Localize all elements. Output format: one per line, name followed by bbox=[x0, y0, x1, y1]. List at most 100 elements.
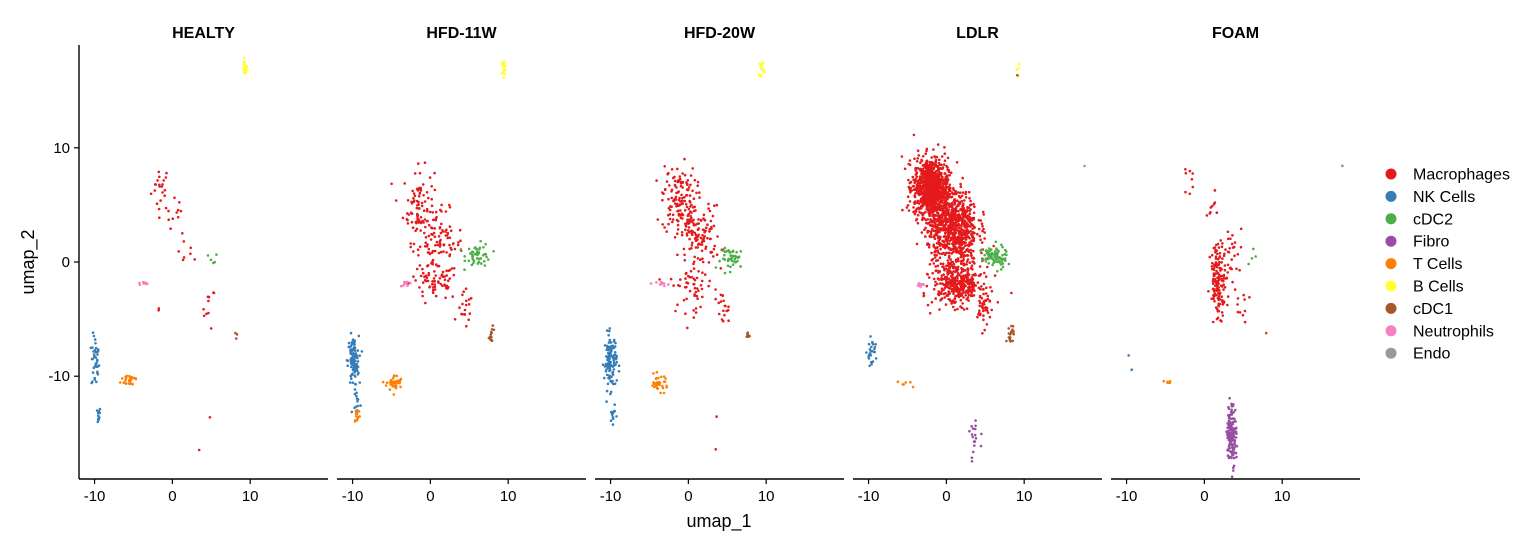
data-point bbox=[1212, 268, 1216, 272]
data-point bbox=[464, 303, 468, 307]
data-point bbox=[668, 217, 672, 221]
data-point bbox=[678, 203, 681, 207]
data-point bbox=[943, 296, 946, 299]
data-point bbox=[473, 246, 477, 250]
data-point bbox=[489, 333, 493, 336]
data-point bbox=[956, 249, 960, 253]
data-point bbox=[1247, 262, 1250, 266]
data-point bbox=[164, 206, 168, 210]
data-point bbox=[440, 274, 444, 278]
data-point bbox=[1222, 300, 1226, 304]
data-point bbox=[958, 224, 961, 227]
data-point bbox=[978, 265, 982, 268]
data-point bbox=[676, 180, 679, 184]
legend-swatch bbox=[1385, 302, 1397, 314]
data-point bbox=[969, 251, 973, 255]
data-point bbox=[1239, 227, 1243, 231]
data-point bbox=[1252, 247, 1255, 251]
data-point bbox=[661, 384, 664, 388]
data-point bbox=[672, 176, 675, 180]
data-point bbox=[948, 220, 952, 223]
data-point bbox=[399, 385, 402, 389]
data-point bbox=[969, 254, 973, 257]
data-point bbox=[687, 229, 690, 232]
data-point bbox=[939, 196, 942, 200]
data-point bbox=[355, 394, 358, 398]
legend-swatch bbox=[1385, 280, 1397, 292]
data-point bbox=[919, 192, 922, 196]
data-point bbox=[954, 250, 958, 253]
data-point bbox=[412, 242, 416, 246]
data-point bbox=[381, 380, 385, 384]
data-point bbox=[972, 239, 975, 243]
data-point bbox=[94, 346, 98, 350]
data-point bbox=[467, 318, 471, 322]
data-point bbox=[664, 377, 667, 380]
data-point bbox=[927, 276, 931, 279]
data-point bbox=[1007, 262, 1011, 266]
data-point bbox=[905, 206, 909, 209]
data-point bbox=[933, 201, 936, 204]
data-point bbox=[936, 230, 940, 234]
data-point bbox=[356, 365, 360, 369]
data-point bbox=[177, 250, 180, 253]
data-point bbox=[1227, 415, 1231, 419]
data-point bbox=[422, 221, 425, 224]
data-point bbox=[1229, 420, 1232, 424]
data-point bbox=[984, 249, 988, 252]
data-point bbox=[913, 200, 917, 203]
data-point bbox=[942, 190, 946, 194]
data-point bbox=[441, 270, 445, 274]
data-point bbox=[956, 191, 960, 194]
data-point bbox=[655, 383, 658, 387]
data-point bbox=[970, 424, 973, 428]
data-point bbox=[960, 293, 964, 296]
data-point bbox=[1009, 340, 1012, 343]
data-point bbox=[931, 220, 935, 224]
data-point bbox=[947, 290, 950, 293]
data-point bbox=[964, 224, 968, 228]
data-point bbox=[690, 211, 693, 214]
data-point bbox=[939, 292, 943, 296]
data-point bbox=[945, 221, 948, 224]
data-point bbox=[1226, 237, 1230, 241]
data-point bbox=[502, 76, 505, 79]
data-point bbox=[962, 308, 966, 311]
data-point bbox=[91, 371, 95, 374]
data-point bbox=[953, 201, 957, 205]
x-tick-label: -10 bbox=[1116, 488, 1138, 505]
data-point bbox=[465, 324, 468, 328]
data-point bbox=[978, 304, 981, 308]
data-point bbox=[972, 260, 975, 264]
data-point bbox=[960, 208, 963, 212]
data-point bbox=[610, 344, 613, 348]
points bbox=[1127, 164, 1344, 479]
data-point bbox=[935, 254, 938, 257]
data-point bbox=[605, 373, 609, 377]
data-point bbox=[730, 257, 733, 260]
data-point bbox=[969, 225, 972, 228]
data-point bbox=[1214, 279, 1217, 283]
data-point bbox=[973, 433, 977, 437]
data-point bbox=[601, 363, 605, 367]
data-point bbox=[431, 258, 435, 262]
data-point bbox=[390, 182, 393, 186]
data-point bbox=[420, 201, 424, 205]
data-point bbox=[663, 284, 666, 288]
data-point bbox=[683, 199, 687, 203]
data-point bbox=[689, 205, 692, 208]
data-point bbox=[925, 198, 929, 202]
data-point bbox=[938, 187, 941, 190]
data-point bbox=[963, 199, 966, 202]
data-point bbox=[406, 218, 409, 222]
data-point bbox=[447, 279, 450, 283]
data-point bbox=[934, 229, 938, 232]
data-point bbox=[992, 253, 995, 256]
data-point bbox=[1232, 469, 1235, 472]
data-point bbox=[942, 220, 945, 223]
data-point bbox=[165, 171, 168, 175]
data-point bbox=[943, 268, 946, 272]
data-point bbox=[944, 187, 948, 190]
data-point bbox=[193, 258, 196, 261]
data-point bbox=[683, 157, 686, 161]
